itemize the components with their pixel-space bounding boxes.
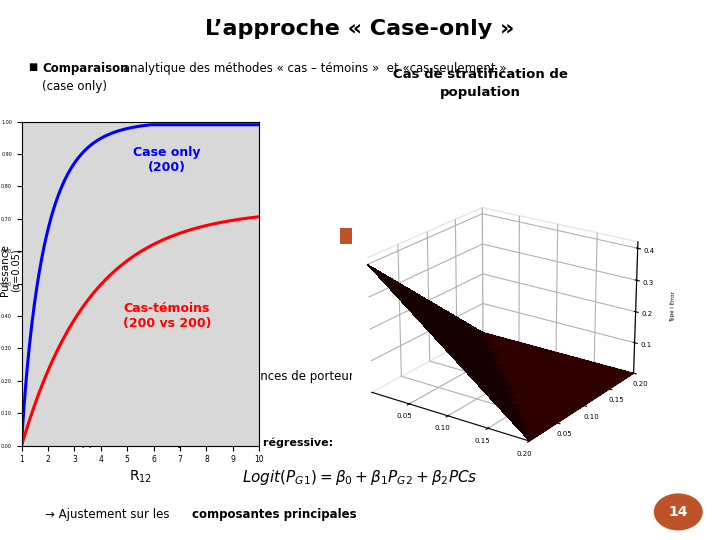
Text: ■: ■ xyxy=(28,370,37,380)
Text: population: population xyxy=(440,86,521,99)
Text: analytique des méthodes « cas – témoins »  et «cas seulement »: analytique des méthodes « cas – témoins … xyxy=(119,62,507,75)
Text: ■: ■ xyxy=(28,62,37,72)
Text: Case only
(200): Case only (200) xyxy=(133,146,201,174)
Text: : Indépendance des fréquences de porteurs entre les deux gènes testés: : Indépendance des fréquences de porteur… xyxy=(102,370,528,383)
Text: Comparaison: Comparaison xyxy=(42,62,128,75)
Text: L’approche case-only en: L’approche case-only en xyxy=(65,438,205,448)
Text: Puissance: Puissance xyxy=(0,244,10,296)
Text: (α=0.05): (α=0.05) xyxy=(11,248,21,292)
Text: L’approche « Case-only »: L’approche « Case-only » xyxy=(205,19,515,39)
X-axis label: R$_{12}$: R$_{12}$ xyxy=(129,468,152,485)
Text: Erreur de type I: Erreur de type I xyxy=(384,231,471,241)
Text: (case only): (case only) xyxy=(42,80,107,93)
Text: sous H0.: sous H0. xyxy=(42,388,92,401)
Text: Solution:: Solution: xyxy=(28,410,127,429)
Text: $Logit(P_{G1}) = \beta_0 + \beta_1 P_{G2} + \beta_2 PCs$: $Logit(P_{G1}) = \beta_0 + \beta_1 P_{G2… xyxy=(242,468,478,487)
Text: Hypothèse: Hypothèse xyxy=(42,370,113,383)
Text: → Ajustement sur les: → Ajustement sur les xyxy=(45,508,174,521)
Text: 14: 14 xyxy=(668,505,688,519)
Bar xyxy=(340,228,378,244)
Text: composantes principales: composantes principales xyxy=(192,508,356,521)
Text: version régressive:: version régressive: xyxy=(213,438,333,449)
Text: Cas-témoins
(200 vs 200): Cas-témoins (200 vs 200) xyxy=(122,302,211,330)
Text: Cas de stratification de: Cas de stratification de xyxy=(392,68,567,81)
